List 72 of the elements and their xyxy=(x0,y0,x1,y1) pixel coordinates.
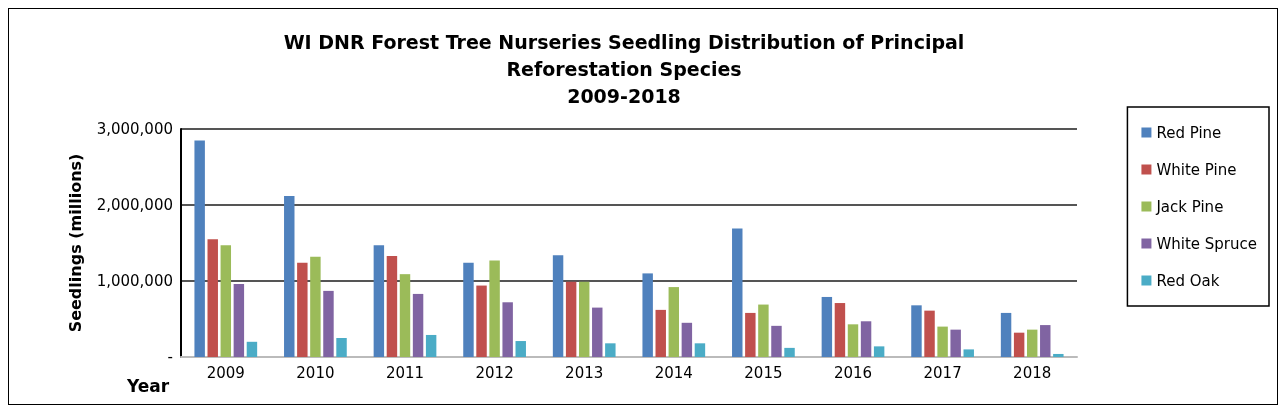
bar xyxy=(860,321,872,357)
y-tick-label: 3,000,000 xyxy=(96,120,173,138)
bar xyxy=(515,341,526,357)
bar xyxy=(605,343,616,357)
bar xyxy=(565,281,577,357)
x-tick-label: 2018 xyxy=(1013,363,1052,382)
bar xyxy=(323,290,334,357)
x-tick-label: 2009 xyxy=(206,363,245,382)
y-axis-title: Seedlings (millions) xyxy=(65,153,85,333)
bar xyxy=(297,262,308,357)
bar xyxy=(207,239,218,357)
x-tick-label: 2012 xyxy=(475,363,514,382)
bar xyxy=(821,296,833,357)
x-tick-label: 2014 xyxy=(654,363,693,382)
bar xyxy=(220,245,232,357)
bar xyxy=(784,347,795,357)
bar xyxy=(834,303,846,357)
bar xyxy=(284,195,295,357)
bar xyxy=(425,334,437,357)
bar xyxy=(1013,332,1025,357)
bar xyxy=(1000,312,1012,357)
bar xyxy=(246,341,258,357)
bar xyxy=(552,255,564,357)
bar xyxy=(476,285,487,357)
bar xyxy=(194,140,205,357)
y-tick-label: - xyxy=(167,348,173,366)
x-axis-title: Year xyxy=(126,375,170,396)
bar xyxy=(1026,329,1038,357)
bar xyxy=(732,228,743,357)
legend-label: Red Oak xyxy=(1156,271,1220,290)
bar xyxy=(873,346,885,357)
y-tick-label: 1,000,000 xyxy=(96,272,173,290)
x-tick-label: 2016 xyxy=(833,363,873,382)
bar xyxy=(950,329,961,357)
bar xyxy=(1053,353,1064,357)
x-tick-label: 2017 xyxy=(923,363,962,382)
bar xyxy=(592,307,603,357)
bar xyxy=(937,326,948,357)
bar xyxy=(924,310,935,357)
chart-title: WI DNR Forest Tree Nurseries Seedling Distribution of Principal Reforestation Species 2009-2018 xyxy=(283,30,965,107)
x-tick-label: 2015 xyxy=(744,363,783,382)
bar xyxy=(771,325,782,357)
legend-label: Red Pine xyxy=(1156,123,1222,142)
bar xyxy=(386,255,398,357)
x-tick-label: 2010 xyxy=(296,363,335,382)
bar xyxy=(758,304,769,357)
bar xyxy=(1040,325,1051,357)
bar xyxy=(847,324,859,357)
bar xyxy=(694,343,706,357)
x-tick-label: 2013 xyxy=(565,363,604,382)
bar xyxy=(642,273,653,357)
bar xyxy=(310,256,321,357)
bar xyxy=(412,293,424,357)
bar xyxy=(336,338,347,357)
bar xyxy=(655,309,666,357)
bar xyxy=(745,312,756,357)
y-tick-label: 2,000,000 xyxy=(96,196,173,214)
legend-label: Jack Pine xyxy=(1155,197,1224,216)
bar xyxy=(373,245,385,357)
bar xyxy=(578,281,590,357)
bar xyxy=(668,287,680,357)
bar xyxy=(911,305,922,357)
legend-label: White Spruce xyxy=(1156,234,1257,253)
x-tick-label: 2011 xyxy=(385,363,425,382)
bar xyxy=(681,322,693,357)
bar xyxy=(399,274,411,357)
bar xyxy=(502,302,513,357)
bar xyxy=(489,260,500,357)
legend-label: White Pine xyxy=(1156,160,1237,179)
bar xyxy=(963,349,974,357)
bar xyxy=(233,284,245,357)
bar xyxy=(463,262,474,357)
